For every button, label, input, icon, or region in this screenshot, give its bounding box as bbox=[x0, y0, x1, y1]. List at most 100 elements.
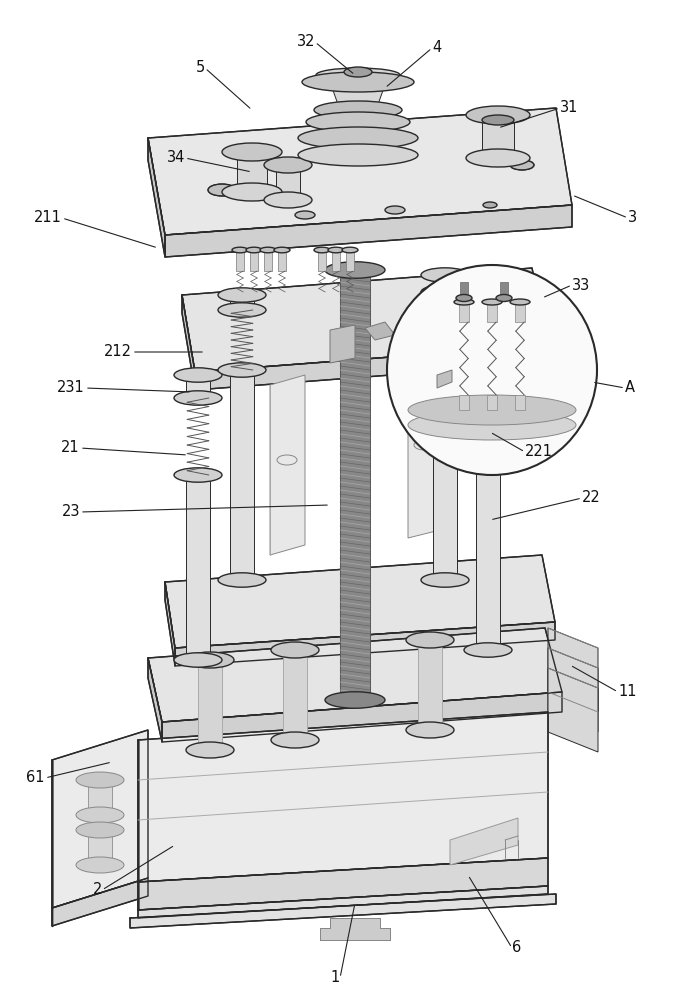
Polygon shape bbox=[433, 360, 457, 580]
Polygon shape bbox=[165, 205, 572, 257]
Polygon shape bbox=[148, 108, 572, 235]
Ellipse shape bbox=[466, 149, 530, 167]
Ellipse shape bbox=[328, 247, 344, 253]
Polygon shape bbox=[330, 325, 355, 363]
Ellipse shape bbox=[76, 772, 124, 788]
Polygon shape bbox=[515, 395, 525, 410]
Polygon shape bbox=[186, 375, 210, 398]
Ellipse shape bbox=[174, 468, 222, 482]
Ellipse shape bbox=[222, 143, 282, 161]
Polygon shape bbox=[138, 858, 548, 910]
Text: 2: 2 bbox=[92, 882, 102, 898]
Ellipse shape bbox=[464, 368, 512, 382]
Ellipse shape bbox=[298, 127, 418, 149]
Text: 3: 3 bbox=[628, 211, 637, 226]
Text: 221: 221 bbox=[525, 444, 553, 460]
Polygon shape bbox=[52, 730, 148, 908]
Ellipse shape bbox=[271, 732, 319, 748]
Polygon shape bbox=[437, 370, 452, 388]
Polygon shape bbox=[450, 818, 518, 865]
Text: 33: 33 bbox=[572, 277, 590, 292]
Polygon shape bbox=[130, 894, 556, 928]
Ellipse shape bbox=[466, 106, 530, 124]
Ellipse shape bbox=[385, 206, 405, 214]
Ellipse shape bbox=[464, 448, 512, 462]
Ellipse shape bbox=[344, 67, 372, 77]
Ellipse shape bbox=[314, 101, 402, 119]
Polygon shape bbox=[476, 355, 500, 375]
Ellipse shape bbox=[246, 247, 262, 253]
Polygon shape bbox=[148, 138, 165, 257]
Polygon shape bbox=[459, 302, 469, 322]
Text: 11: 11 bbox=[618, 684, 636, 700]
Polygon shape bbox=[195, 345, 548, 390]
Ellipse shape bbox=[482, 299, 502, 305]
Ellipse shape bbox=[302, 72, 414, 92]
Ellipse shape bbox=[464, 643, 512, 657]
Polygon shape bbox=[165, 555, 555, 648]
Text: A: A bbox=[625, 380, 635, 395]
Polygon shape bbox=[198, 660, 222, 750]
Polygon shape bbox=[175, 622, 555, 666]
Polygon shape bbox=[283, 650, 307, 740]
Ellipse shape bbox=[174, 653, 222, 667]
Ellipse shape bbox=[306, 128, 410, 148]
Ellipse shape bbox=[260, 247, 276, 253]
Ellipse shape bbox=[271, 642, 319, 658]
Polygon shape bbox=[264, 250, 272, 271]
Polygon shape bbox=[332, 250, 340, 271]
Text: 23: 23 bbox=[62, 504, 80, 520]
Polygon shape bbox=[320, 918, 390, 940]
Polygon shape bbox=[487, 395, 497, 410]
Ellipse shape bbox=[325, 262, 385, 278]
Ellipse shape bbox=[232, 247, 248, 253]
Polygon shape bbox=[230, 295, 254, 310]
Polygon shape bbox=[346, 250, 354, 271]
Polygon shape bbox=[487, 302, 497, 322]
Polygon shape bbox=[138, 712, 548, 882]
Polygon shape bbox=[500, 282, 508, 298]
Ellipse shape bbox=[264, 157, 312, 173]
Ellipse shape bbox=[316, 68, 400, 82]
Polygon shape bbox=[548, 628, 598, 712]
Text: 231: 231 bbox=[58, 380, 85, 395]
Polygon shape bbox=[418, 640, 442, 730]
Polygon shape bbox=[182, 268, 548, 372]
Polygon shape bbox=[148, 628, 562, 722]
Ellipse shape bbox=[174, 391, 222, 405]
Ellipse shape bbox=[76, 857, 124, 873]
Polygon shape bbox=[450, 410, 534, 425]
Polygon shape bbox=[460, 282, 468, 298]
Ellipse shape bbox=[408, 410, 576, 440]
Ellipse shape bbox=[186, 742, 234, 758]
Text: 212: 212 bbox=[104, 344, 132, 360]
Polygon shape bbox=[236, 250, 244, 271]
Polygon shape bbox=[332, 122, 384, 138]
Text: 31: 31 bbox=[560, 101, 578, 115]
Polygon shape bbox=[482, 115, 514, 158]
Ellipse shape bbox=[421, 353, 469, 367]
Polygon shape bbox=[186, 475, 210, 660]
Polygon shape bbox=[182, 295, 195, 390]
Polygon shape bbox=[138, 886, 548, 918]
Polygon shape bbox=[250, 250, 258, 271]
Ellipse shape bbox=[174, 368, 222, 382]
Ellipse shape bbox=[218, 303, 266, 317]
Polygon shape bbox=[515, 302, 525, 322]
Ellipse shape bbox=[295, 211, 315, 219]
Polygon shape bbox=[88, 830, 112, 865]
Text: 4: 4 bbox=[432, 40, 441, 55]
Text: 32: 32 bbox=[297, 34, 315, 49]
Text: 1: 1 bbox=[331, 970, 340, 986]
Ellipse shape bbox=[496, 294, 512, 302]
Polygon shape bbox=[340, 270, 370, 700]
Ellipse shape bbox=[421, 573, 469, 587]
Polygon shape bbox=[276, 165, 300, 200]
Ellipse shape bbox=[186, 652, 234, 668]
Text: 21: 21 bbox=[62, 440, 80, 456]
Ellipse shape bbox=[218, 363, 266, 377]
Polygon shape bbox=[318, 250, 326, 271]
Ellipse shape bbox=[464, 348, 512, 362]
Polygon shape bbox=[476, 455, 500, 650]
Polygon shape bbox=[328, 138, 388, 155]
